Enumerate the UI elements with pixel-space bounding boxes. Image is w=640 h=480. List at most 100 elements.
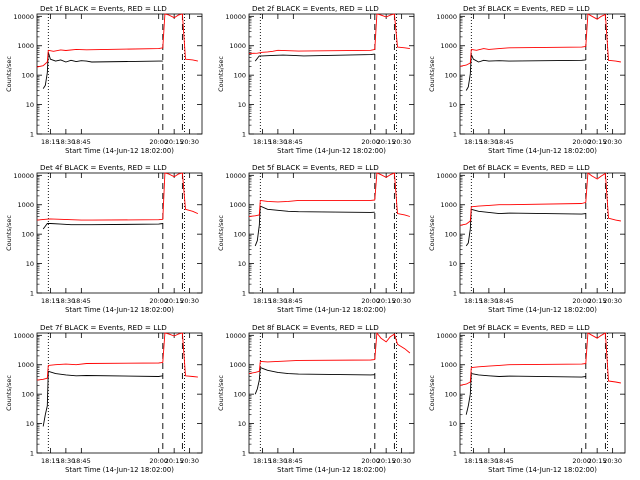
y-tick-label: 1000 xyxy=(17,201,34,209)
y-axis-label: Counts/sec xyxy=(217,56,225,92)
x-axis-label: Start Time (14-Jun-12 18:02:00) xyxy=(65,466,174,474)
x-tick-label: 20:30 xyxy=(180,138,199,146)
chart-title: Det 6f BLACK = Events, RED = LLD xyxy=(463,163,590,172)
y-tick-label: 10000 xyxy=(436,13,457,21)
y-tick-label: 100 xyxy=(445,231,457,239)
panel-7: Det 7f BLACK = Events, RED = LLD 1 10 100 10… xyxy=(5,323,202,474)
x-axis-label: Start Time (14-Jun-12 18:02:00) xyxy=(65,306,174,314)
series-lld-line xyxy=(249,14,410,53)
y-tick-label: 10000 xyxy=(225,172,246,180)
panel-6: Det 6f BLACK = Events, RED = LLD 1 10 100 10… xyxy=(428,163,625,314)
y-tick-label: 1 xyxy=(453,290,457,298)
series-events-line xyxy=(466,374,586,415)
y-tick-label: 1 xyxy=(30,290,34,298)
y-tick-label: 1 xyxy=(453,450,457,458)
y-tick-label: 1000 xyxy=(17,361,34,369)
y-tick-label: 10000 xyxy=(13,172,34,180)
y-axis-label: Counts/sec xyxy=(217,215,225,251)
y-tick-label: 1 xyxy=(30,450,34,458)
y-tick-label: 10 xyxy=(238,101,246,109)
x-axis-label: Start Time (14-Jun-12 18:02:00) xyxy=(277,147,386,155)
x-tick-label: 20:30 xyxy=(392,457,411,465)
y-tick-label: 1000 xyxy=(229,42,246,50)
series-events-line xyxy=(43,224,163,230)
chart-title: Det 5f BLACK = Events, RED = LLD xyxy=(252,163,379,172)
y-tick-label: 100 xyxy=(234,72,246,80)
x-axis-label: Start Time (14-Jun-12 18:02:00) xyxy=(488,306,597,314)
y-tick-label: 10 xyxy=(449,101,457,109)
y-tick-label: 1 xyxy=(30,131,34,139)
y-tick-label: 10 xyxy=(449,260,457,268)
panel-2: Det 2f BLACK = Events, RED = LLD11010010… xyxy=(217,4,414,155)
y-tick-label: 100 xyxy=(445,72,457,80)
y-tick-label: 100 xyxy=(445,391,457,399)
y-tick-label: 10 xyxy=(238,420,246,428)
x-axis-label: Start Time (14-Jun-12 18:02:00) xyxy=(488,466,597,474)
y-tick-label: 100 xyxy=(22,391,34,399)
x-axis-label: Start Time (14-Jun-12 18:02:00) xyxy=(277,466,386,474)
series-events-line xyxy=(255,206,375,246)
series-lld-line xyxy=(460,173,621,225)
x-tick-label: 18:45 xyxy=(284,457,303,465)
y-tick-label: 10 xyxy=(26,101,34,109)
x-tick-label: 18:45 xyxy=(284,138,303,146)
x-axis-label: Start Time (14-Jun-12 18:02:00) xyxy=(65,147,174,155)
y-tick-label: 1000 xyxy=(440,42,457,50)
x-tick-label: 20:30 xyxy=(392,138,411,146)
panel-1: Det 1f BLACK = Events, RED = LLD 1 10 100 10… xyxy=(5,4,202,155)
y-tick-label: 10000 xyxy=(13,332,34,340)
y-tick-label: 1 xyxy=(453,131,457,139)
x-tick-label: 20:30 xyxy=(180,297,199,305)
x-tick-label: 18:45 xyxy=(495,297,514,305)
y-tick-label: 10000 xyxy=(13,13,34,21)
panel-8: Det 8f BLACK = Events, RED = LLD 1 10 100 10… xyxy=(217,323,414,474)
chart-title: Det 4f BLACK = Events, RED = LLD xyxy=(40,163,167,172)
x-tick-label: 20:30 xyxy=(603,138,622,146)
series-events-line xyxy=(255,368,375,395)
x-axis-label: Start Time (14-Jun-12 18:02:00) xyxy=(277,306,386,314)
y-tick-label: 1000 xyxy=(440,201,457,209)
y-tick-label: 1000 xyxy=(229,361,246,369)
y-axis-label: Counts/sec xyxy=(428,375,436,411)
y-tick-label: 10000 xyxy=(225,332,246,340)
x-tick-label: 18:45 xyxy=(72,297,91,305)
x-tick-label: 20:30 xyxy=(392,297,411,305)
y-tick-label: 100 xyxy=(234,391,246,399)
series-lld-line xyxy=(249,333,410,374)
series-events-line xyxy=(43,52,163,88)
y-tick-label: 10000 xyxy=(225,13,246,21)
y-axis-label: Counts/sec xyxy=(428,215,436,251)
plot-frame xyxy=(249,173,414,293)
chart-title: Det 8f BLACK = Events, RED = LLD xyxy=(252,323,379,332)
chart-title: Det 7f BLACK = Events, RED = LLD xyxy=(40,323,167,332)
y-tick-label: 10 xyxy=(238,260,246,268)
panel-5: Det 5f BLACK = Events, RED = LLD 1 10 100 10… xyxy=(217,163,414,314)
x-tick-label: 18:45 xyxy=(72,457,91,465)
y-tick-label: 1000 xyxy=(440,361,457,369)
plot-frame xyxy=(249,14,414,134)
x-axis-label: Start Time (14-Jun-12 18:02:00) xyxy=(488,147,597,155)
y-tick-label: 100 xyxy=(234,231,246,239)
y-tick-label: 1 xyxy=(242,450,246,458)
y-tick-label: 10 xyxy=(449,420,457,428)
series-events-line xyxy=(466,209,586,246)
chart-title: Det 1f BLACK = Events, RED = LLD xyxy=(40,4,167,13)
series-lld-line xyxy=(37,333,198,380)
y-tick-label: 10000 xyxy=(436,332,457,340)
x-tick-label: 20:30 xyxy=(180,457,199,465)
panel-3: Det 3f BLACK = Events, RED = LLD 1 10 100 10… xyxy=(428,4,625,155)
plot-frame xyxy=(37,173,202,293)
y-tick-label: 1000 xyxy=(229,201,246,209)
chart-title: Det 2f BLACK = Events, RED = LLD xyxy=(252,4,379,13)
plot-frame xyxy=(37,333,202,453)
panel-9: Det 9f BLACK = Events, RED = LLD 1 10 100 10… xyxy=(428,323,625,474)
plot-frame xyxy=(249,333,414,453)
y-tick-label: 10000 xyxy=(436,172,457,180)
panel-4: Det 4f BLACK = Events, RED = LLD11010010… xyxy=(5,163,202,314)
plot-frame xyxy=(460,173,625,293)
x-tick-label: 18:45 xyxy=(284,297,303,305)
y-tick-label: 100 xyxy=(22,72,34,80)
series-lld-line xyxy=(37,173,198,220)
series-events-line xyxy=(43,371,163,426)
